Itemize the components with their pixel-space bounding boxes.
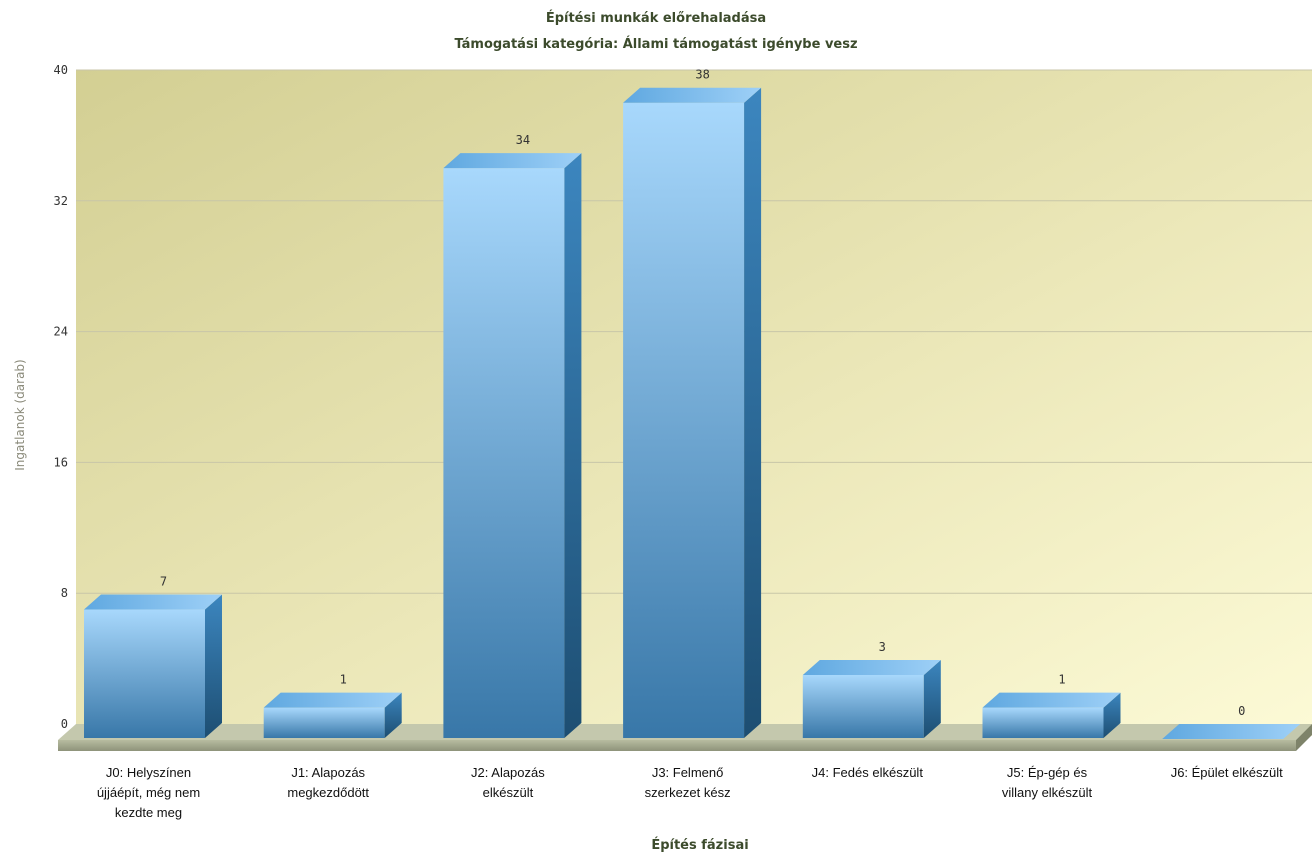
data-labels: 7 1 34 38 3 1 0 [160, 68, 1245, 718]
bar [982, 692, 1121, 738]
data-label: 38 [695, 68, 709, 82]
bar [84, 594, 222, 738]
chart-subtitle: Támogatási kategória: Állami támogatást … [454, 36, 857, 52]
y-tick-label: 24 [54, 325, 68, 339]
bar [1162, 724, 1301, 739]
category-label: J1: Alapozás megkezdődött [287, 765, 369, 800]
bar-top [623, 87, 762, 103]
bar-side [744, 87, 762, 738]
bar-side [1103, 692, 1121, 738]
category-label: J2: Alapozás elkészült [471, 765, 545, 800]
data-label: 1 [1058, 673, 1065, 687]
bar-top [802, 659, 941, 675]
category-label: J0: Helyszínen újjáépít, még nem kezdte me… [97, 765, 200, 820]
y-tick-label: 32 [54, 194, 68, 208]
chart-floor-side [1296, 724, 1312, 751]
bar-side [923, 659, 941, 738]
data-label: 0 [1238, 704, 1245, 718]
bar-front [982, 707, 1104, 738]
y-axis-ticks: 0 8 16 24 32 40 [54, 63, 68, 731]
category-label: J5: Ép-gép és villany elkészült [1002, 765, 1093, 800]
bar-front [443, 168, 565, 739]
y-tick-label: 40 [54, 63, 68, 77]
bar-front [84, 609, 205, 738]
bars [84, 87, 1301, 739]
category-label: J6: Épület elkészült [1171, 765, 1283, 780]
bar-top [1162, 724, 1301, 739]
bar-side [564, 153, 582, 739]
bar-front [802, 674, 924, 738]
bar [802, 659, 941, 738]
bar-top [263, 692, 402, 708]
data-label: 1 [340, 673, 347, 687]
y-axis-title: Ingatlanok (darab) [13, 359, 27, 470]
data-label: 34 [516, 133, 530, 147]
bar-top [84, 594, 222, 610]
bar-side [205, 594, 222, 738]
category-label: J3: Felmenő szerkezet kész [645, 765, 731, 800]
y-tick-label: 16 [54, 455, 68, 469]
bar-front [263, 707, 385, 738]
bar [263, 692, 402, 738]
data-label: 3 [879, 640, 886, 654]
category-label: J4: Fedés elkészült [812, 765, 924, 780]
data-label: 7 [160, 575, 167, 589]
bar [623, 87, 762, 738]
y-tick-label: 0 [61, 717, 68, 731]
chart-floor-front [58, 740, 1296, 751]
x-axis-categories: J0: Helyszínen újjáépít, még nem kezdte me… [97, 765, 1283, 820]
bar-side [384, 692, 402, 738]
chart-title: Építési munkák előrehaladása [546, 10, 766, 26]
bar-top [982, 692, 1121, 708]
bar [443, 153, 582, 739]
bar-front [623, 102, 745, 738]
y-tick-label: 8 [61, 586, 68, 600]
bar-top [443, 153, 582, 169]
x-axis-title: Építés fázisai [651, 837, 748, 853]
